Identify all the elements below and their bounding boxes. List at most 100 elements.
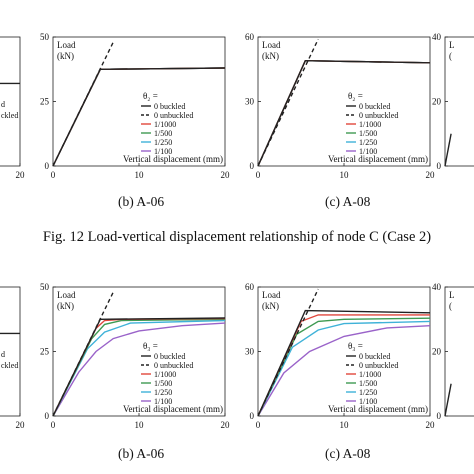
series-line-1-250 — [257, 320, 431, 417]
legend-label: 1/500 — [154, 379, 172, 388]
series-line-1-1000 — [257, 59, 431, 167]
y-tick-label: 30 — [245, 97, 255, 107]
series-line-1-1000 — [52, 317, 226, 417]
legend-label: 0 buckled — [154, 102, 185, 111]
legend-title: θ₃ = — [143, 341, 158, 351]
legend-label: 1/100 — [359, 397, 377, 406]
y-tick-label: 60 — [245, 32, 255, 42]
chart-panel-5: 0 25 50 0 10 20 Load(kN) Vertical displacement … — [40, 282, 230, 430]
series-line-0-buckled — [52, 317, 226, 417]
y-axis-label: ( — [449, 51, 452, 61]
legend-label: 1/100 — [154, 397, 172, 406]
x-tick-label: 20 — [426, 170, 436, 180]
x-tick-label: 10 — [135, 170, 145, 180]
y-axis-label: L — [449, 40, 455, 50]
series-line-1-100 — [52, 322, 226, 417]
y-axis-label: Load — [57, 40, 76, 50]
chart-panel-7: 0 20 40 L( — [432, 282, 474, 421]
series-line-1-100 — [257, 59, 431, 167]
y-axis-label: Load — [57, 290, 76, 300]
x-tick-label: 20 — [221, 420, 231, 430]
legend-label: 1/500 — [154, 129, 172, 138]
legend-label: 1/500 — [359, 129, 377, 138]
x-tick-label: 0 — [51, 170, 56, 180]
y-tick-label: 0 — [250, 161, 255, 171]
x-axis-label: Vertical displacement (mm) — [123, 154, 223, 164]
legend-fragment: d — [1, 100, 5, 109]
y-tick-label: 50 — [40, 32, 50, 42]
chart-panel-2: 0 30 60 0 10 20 Load(kN) Vertical displacement … — [245, 32, 435, 180]
x-tick-label: 10 — [340, 170, 350, 180]
legend-label: 0 buckled — [154, 352, 185, 361]
y-tick-label: 0 — [250, 411, 255, 421]
y-tick-label: 20 — [432, 347, 442, 357]
x-tick-label: 20 — [426, 420, 436, 430]
y-axis-label: L — [449, 290, 455, 300]
legend-label: 0 buckled — [359, 352, 390, 361]
series-line-1-1000 — [52, 67, 226, 167]
legend-label: 1/100 — [359, 147, 377, 156]
y-tick-label: 20 — [432, 97, 442, 107]
subtitle-b-top: (b) A-06 — [118, 194, 164, 209]
y-tick-label: 30 — [245, 347, 255, 357]
legend-label: 0 buckled — [359, 102, 390, 111]
legend-label: 1/100 — [154, 147, 172, 156]
series-line-1-250 — [52, 319, 226, 417]
legend-label: 1/250 — [359, 388, 377, 397]
x-axis-label: Vertical displacement (mm) — [328, 154, 428, 164]
legend-label: 1/250 — [154, 138, 172, 147]
legend-fragment: ckled — [1, 111, 18, 120]
y-axis-label: (kN) — [57, 51, 74, 61]
y-axis-label: ( — [449, 301, 452, 311]
legend-title: θ₂ = — [143, 91, 158, 101]
series-line-0-buckled — [444, 383, 452, 417]
y-tick-label: 60 — [245, 282, 255, 292]
series-line-1-250 — [52, 67, 226, 167]
series-line-0-buckled — [444, 133, 452, 167]
series-line-1-500 — [257, 59, 431, 167]
series-line-0-buckled — [257, 309, 431, 417]
y-tick-label: 0 — [437, 161, 442, 171]
legend-label: 0 unbuckled — [359, 361, 398, 370]
legend-label: 1/1000 — [359, 120, 381, 129]
x-tick-label: 20 — [16, 170, 26, 180]
series-line-1-100 — [52, 67, 226, 167]
plot-frame — [0, 36, 21, 167]
x-tick-label: 20 — [16, 420, 26, 430]
figure-caption: Fig. 12 Load-vertical displacement relat… — [43, 229, 431, 245]
x-tick-label: 0 — [256, 420, 261, 430]
legend-fragment: d — [1, 350, 5, 359]
y-axis-label: Load — [262, 40, 281, 50]
y-tick-label: 50 — [40, 282, 50, 292]
series-line-1-100 — [257, 325, 431, 417]
x-tick-label: 10 — [135, 420, 145, 430]
subtitle-c-top: (c) A-08 — [325, 194, 371, 209]
x-tick-label: 0 — [256, 170, 261, 180]
legend-label: 0 unbuckled — [359, 111, 398, 120]
y-tick-label: 0 — [45, 411, 50, 421]
y-tick-label: 40 — [432, 32, 442, 42]
legend-label: 1/1000 — [359, 370, 381, 379]
chart-panel-4: 20 d ckled — [0, 286, 26, 430]
y-axis-label: (kN) — [262, 301, 279, 311]
legend-label: 1/250 — [154, 388, 172, 397]
subtitle-b-bottom: (b) A-06 — [118, 446, 164, 461]
y-axis-label: Load — [262, 290, 281, 300]
x-axis-label: Vertical displacement (mm) — [123, 404, 223, 414]
y-axis-label: (kN) — [57, 301, 74, 311]
plot-frame — [52, 36, 226, 167]
legend-label: 0 unbuckled — [154, 111, 193, 120]
legend-label: 1/500 — [359, 379, 377, 388]
legend-title: θ₂ = — [348, 91, 363, 101]
y-axis-label: (kN) — [262, 51, 279, 61]
legend-label: 1/1000 — [154, 120, 176, 129]
legend-label: 1/250 — [359, 138, 377, 147]
series-line-0-buckled — [257, 59, 431, 167]
chart-panel-3: 0 20 40 L( — [432, 32, 474, 171]
plot-frame — [257, 36, 431, 167]
x-axis-label: Vertical displacement (mm) — [328, 404, 428, 414]
y-tick-label: 0 — [437, 411, 442, 421]
y-tick-label: 0 — [45, 161, 50, 171]
legend-label: 1/1000 — [154, 370, 176, 379]
